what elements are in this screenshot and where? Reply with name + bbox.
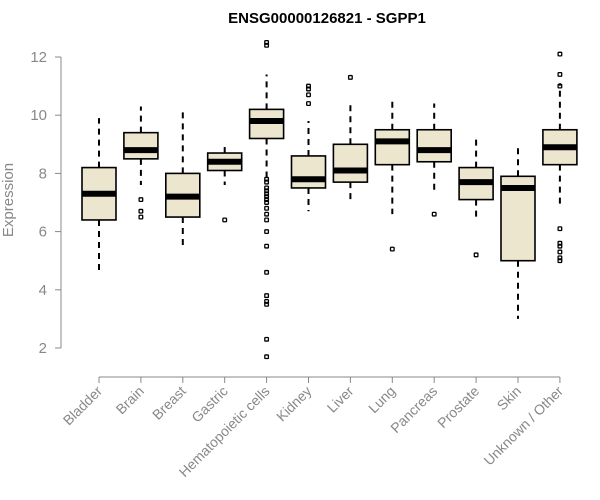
- x-tick-label: Lung: [365, 383, 398, 416]
- outlier-point: [347, 74, 353, 80]
- outlier-point: [557, 255, 563, 261]
- outlier-point: [264, 197, 270, 203]
- box-group: [290, 83, 327, 212]
- box-group: [458, 135, 494, 258]
- outlier-point: [557, 51, 563, 57]
- box-group: [248, 40, 285, 360]
- box-iqr: [332, 143, 369, 183]
- outlier-point: [389, 246, 395, 252]
- outlier-point: [264, 293, 270, 299]
- y-tick-label: 12: [30, 49, 47, 66]
- outlier-point: [264, 211, 270, 217]
- outlier-point: [264, 200, 270, 205]
- box-iqr: [123, 131, 159, 160]
- outlier-point: [306, 83, 311, 89]
- outlier-point: [264, 188, 270, 194]
- box-group: [416, 103, 453, 217]
- box-group: [542, 51, 578, 264]
- outlier-point: [557, 226, 563, 232]
- box-group: [374, 97, 411, 252]
- box-iqr: [290, 155, 327, 189]
- box-group: [332, 74, 369, 203]
- box-group: [206, 144, 243, 223]
- x-tick-label: Unknown / Other: [480, 383, 566, 469]
- box-iqr: [416, 128, 453, 163]
- outlier-point: [264, 229, 270, 235]
- outlier-point: [264, 179, 270, 185]
- outlier-point: [264, 217, 270, 223]
- box-iqr: [374, 128, 411, 166]
- outlier-point: [264, 354, 270, 360]
- x-tick-label: Prostate: [434, 383, 482, 431]
- outlier-point: [306, 86, 311, 92]
- outlier-point: [264, 40, 270, 45]
- outlier-point: [557, 249, 563, 255]
- outlier-point: [264, 194, 270, 200]
- box-group: [81, 118, 117, 273]
- outlier-point: [264, 301, 270, 307]
- outlier-point: [557, 83, 563, 89]
- outlier-point: [138, 214, 144, 220]
- outlier-point: [264, 336, 270, 342]
- outlier-point: [557, 72, 563, 77]
- outlier-point: [264, 269, 270, 275]
- outlier-point: [306, 101, 311, 107]
- x-tick-label: Kidney: [273, 383, 315, 425]
- y-tick-label: 4: [39, 282, 47, 299]
- outlier-point: [138, 197, 144, 203]
- y-tick-label: 2: [39, 340, 47, 357]
- box-group: [123, 106, 159, 220]
- outlier-point: [222, 217, 228, 223]
- outlier-point: [557, 258, 563, 264]
- outlier-point: [264, 191, 270, 197]
- outlier-point: [264, 185, 270, 191]
- box-group: [500, 144, 536, 319]
- axes: 2 4 6 8 10 12: [30, 49, 561, 383]
- outlier-point: [306, 92, 311, 98]
- y-tick-label: 6: [39, 224, 47, 241]
- outlier-point: [557, 240, 563, 246]
- outlier-point: [264, 205, 270, 211]
- boxes-group: [81, 40, 578, 360]
- outlier-point: [431, 211, 437, 217]
- outlier-point: [264, 298, 270, 304]
- y-axis-label: Expression: [0, 163, 17, 237]
- outlier-point: [557, 243, 563, 249]
- outlier-point: [138, 208, 144, 214]
- chart-title: ENSG00000126821 - SGPP1: [228, 10, 426, 27]
- outlier-point: [264, 176, 270, 182]
- outlier-point: [473, 252, 479, 258]
- box-group: [165, 112, 201, 247]
- x-tick-label: Breast: [149, 383, 189, 423]
- x-tick-label: Skin: [494, 383, 525, 414]
- x-tick-label: Pancreas: [387, 383, 440, 436]
- y-tick-label: 8: [39, 165, 47, 182]
- x-tick-label: Brain: [113, 383, 147, 417]
- outlier-point: [264, 243, 270, 249]
- x-tick-label: Liver: [324, 383, 357, 416]
- x-tick-label: Bladder: [60, 383, 106, 429]
- outlier-point: [264, 42, 270, 48]
- y-tick-label: 10: [30, 107, 47, 124]
